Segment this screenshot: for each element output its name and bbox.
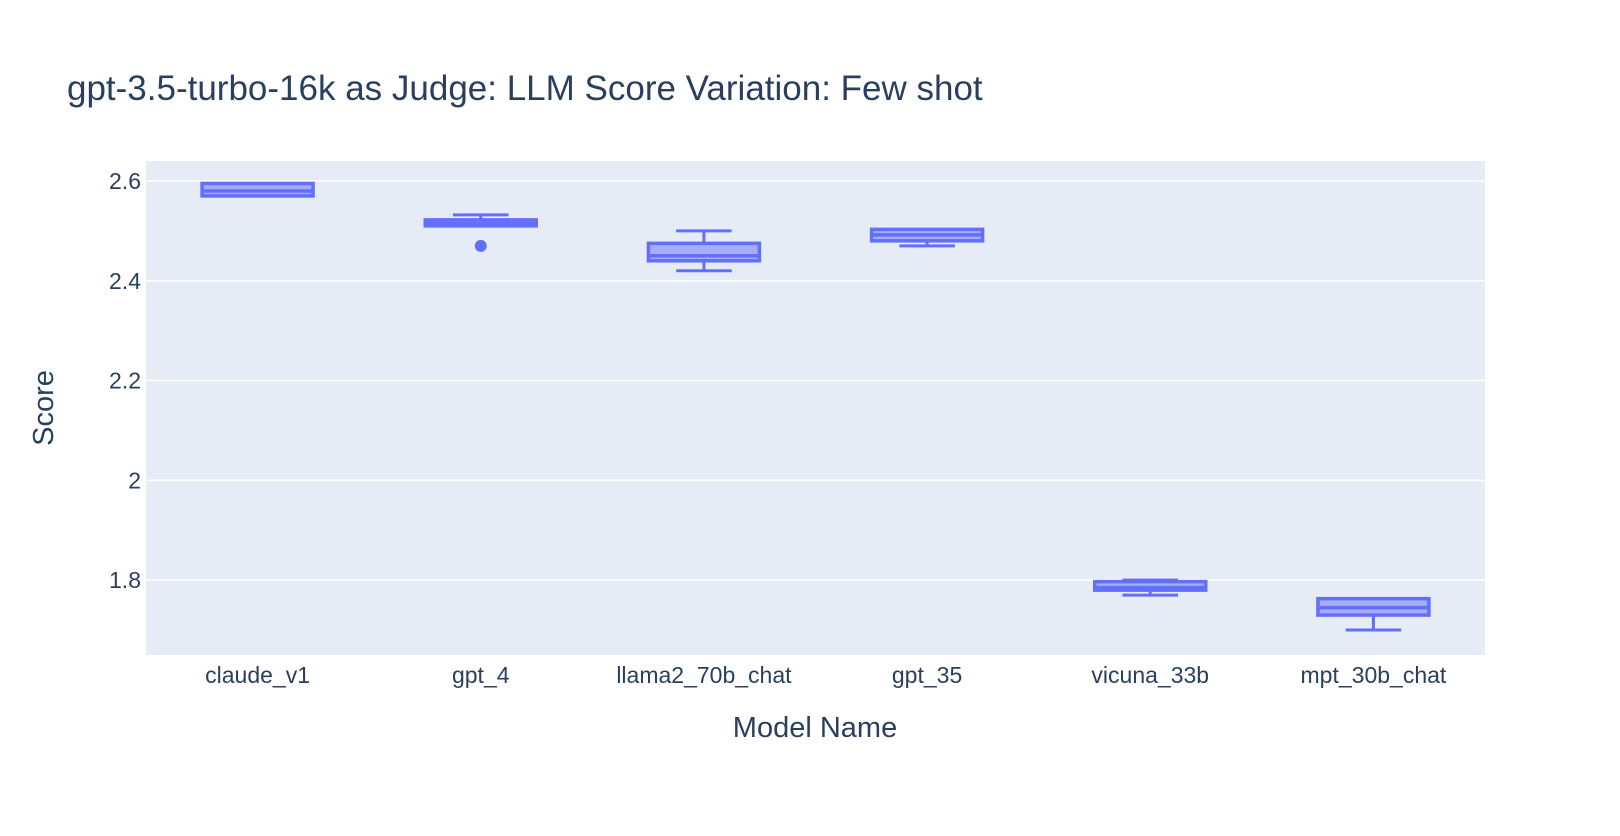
box-gpt_35 [869,227,985,248]
x-tick-label: mpt_30b_chat [1301,662,1447,688]
y-tick-labels: 1.8 2 2.2 2.4 2.6 [109,168,141,593]
y-tick-label: 2.4 [109,268,141,294]
y-axis-title: Score [28,370,60,446]
chart-title: gpt-3.5-turbo-16k as Judge: LLM Score Va… [67,69,983,108]
y-tick-label: 2 [128,467,141,493]
y-tick-label: 2.6 [109,168,141,194]
boxes [200,181,1431,632]
outlier-point [474,239,487,252]
y-tick-label: 1.8 [109,567,141,593]
x-tick-labels: claude_v1 gpt_4 llama2_70b_chat gpt_35 vicun… [205,662,1447,688]
x-tick-label: llama2_70b_chat [616,662,792,688]
x-tick-label: vicuna_33b [1091,662,1209,688]
box-iqr [646,241,762,263]
box-gpt_4 [423,213,538,252]
box-llama2_70b_chat [646,229,762,273]
x-tick-label: gpt_35 [892,662,962,688]
y-tick-label: 2.2 [109,368,141,394]
box-vicuna_33b [1093,578,1208,597]
box-claude_v1 [200,181,315,198]
x-tick-label: claude_v1 [205,662,310,688]
x-axis-title: Model Name [733,712,897,744]
plot-area [146,161,1485,655]
box-mpt_30b_chat [1316,596,1431,632]
x-tick-label: gpt_4 [452,662,510,688]
grid-lines [146,180,1485,581]
